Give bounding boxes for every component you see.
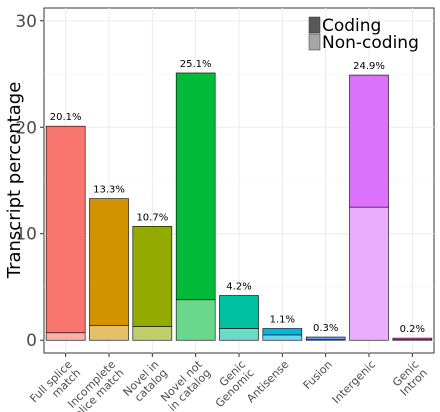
x-tick-label: Fusion xyxy=(301,358,335,392)
bar-coding xyxy=(219,295,259,329)
y-tick-label: 0 xyxy=(26,331,37,351)
bar-noncoding xyxy=(175,299,216,341)
bars: 20.1% 13.3% 10.7% 25.1% 4.2% 1.1% 0.3% 24.9% 0.2… xyxy=(45,59,433,341)
legend-label: Coding xyxy=(322,16,381,36)
x-tick-label: Novel notin catalog xyxy=(157,357,213,412)
y-tick-label: 10 xyxy=(15,225,37,245)
bar-coding xyxy=(262,328,303,336)
x-tick-label: GenicGenomic xyxy=(204,358,256,410)
bar-data-label: 10.7% xyxy=(136,212,168,223)
x-tick-label: GenicIntron xyxy=(389,358,430,399)
y-tick-label: 20 xyxy=(15,118,37,138)
bar-noncoding xyxy=(349,206,389,341)
bar-noncoding xyxy=(262,334,303,341)
bar-coding xyxy=(89,198,129,326)
bar-data-label: 24.9% xyxy=(353,61,385,72)
bar-data-label: 0.2% xyxy=(400,324,425,335)
y-axis-label: Transcript percentage xyxy=(4,82,25,280)
bar-coding xyxy=(45,125,86,334)
bar-coding xyxy=(132,225,173,327)
bar-noncoding xyxy=(132,326,173,341)
bar-data-label: 1.1% xyxy=(270,315,295,326)
bar-data-label: 4.2% xyxy=(226,282,251,293)
bar-coding xyxy=(175,72,216,301)
bar-noncoding xyxy=(219,328,259,341)
legend-key xyxy=(308,16,321,34)
bar-noncoding xyxy=(89,325,129,341)
x-tick-label: Antisense xyxy=(244,358,291,405)
bar-data-label: 0.3% xyxy=(313,323,338,334)
bar-data-label: 13.3% xyxy=(93,185,125,196)
y-tick-label: 30 xyxy=(15,12,37,32)
bar-data-label: 20.1% xyxy=(50,112,82,123)
x-tick-label: Intergenic xyxy=(330,358,378,406)
legend-label: Non-coding xyxy=(322,33,419,53)
bar-coding xyxy=(305,336,346,340)
bar-coding xyxy=(349,74,389,208)
legend-key xyxy=(308,33,321,51)
bar-coding xyxy=(392,337,433,340)
bar-data-label: 25.1% xyxy=(180,59,212,70)
bar-noncoding xyxy=(45,332,86,341)
